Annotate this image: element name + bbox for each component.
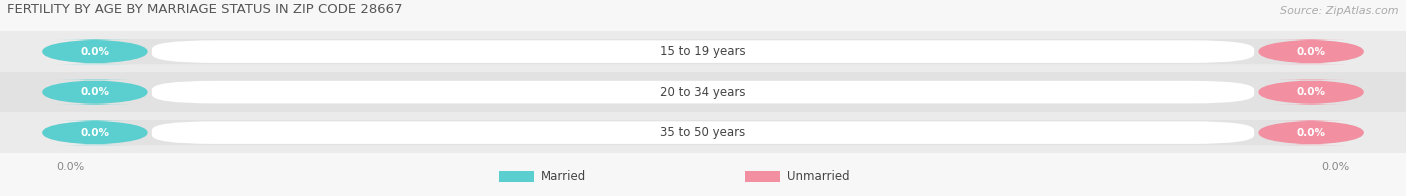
- FancyBboxPatch shape: [0, 72, 1406, 112]
- Text: 0.0%: 0.0%: [1296, 47, 1326, 57]
- Text: Unmarried: Unmarried: [787, 170, 851, 183]
- FancyBboxPatch shape: [152, 40, 1254, 63]
- Text: FERTILITY BY AGE BY MARRIAGE STATUS IN ZIP CODE 28667: FERTILITY BY AGE BY MARRIAGE STATUS IN Z…: [7, 3, 402, 16]
- Text: 35 to 50 years: 35 to 50 years: [661, 126, 745, 139]
- FancyBboxPatch shape: [745, 171, 780, 182]
- FancyBboxPatch shape: [42, 120, 148, 145]
- FancyBboxPatch shape: [0, 31, 1406, 72]
- FancyBboxPatch shape: [42, 80, 1364, 105]
- FancyBboxPatch shape: [42, 39, 1364, 64]
- FancyBboxPatch shape: [1258, 80, 1364, 105]
- FancyBboxPatch shape: [152, 121, 1254, 144]
- Text: Married: Married: [541, 170, 586, 183]
- Text: 20 to 34 years: 20 to 34 years: [661, 86, 745, 99]
- Text: 0.0%: 0.0%: [1296, 87, 1326, 97]
- FancyBboxPatch shape: [42, 39, 148, 64]
- Text: 0.0%: 0.0%: [56, 162, 84, 172]
- FancyBboxPatch shape: [42, 120, 1364, 145]
- Text: 0.0%: 0.0%: [80, 128, 110, 138]
- Text: 0.0%: 0.0%: [80, 87, 110, 97]
- FancyBboxPatch shape: [152, 81, 1254, 103]
- FancyBboxPatch shape: [499, 171, 534, 182]
- FancyBboxPatch shape: [1258, 39, 1364, 64]
- FancyBboxPatch shape: [42, 80, 148, 105]
- Text: 0.0%: 0.0%: [1296, 128, 1326, 138]
- Text: 0.0%: 0.0%: [1322, 162, 1350, 172]
- FancyBboxPatch shape: [0, 112, 1406, 153]
- Text: 15 to 19 years: 15 to 19 years: [661, 45, 745, 58]
- Text: 0.0%: 0.0%: [80, 47, 110, 57]
- Text: Source: ZipAtlas.com: Source: ZipAtlas.com: [1281, 6, 1399, 16]
- FancyBboxPatch shape: [1258, 120, 1364, 145]
